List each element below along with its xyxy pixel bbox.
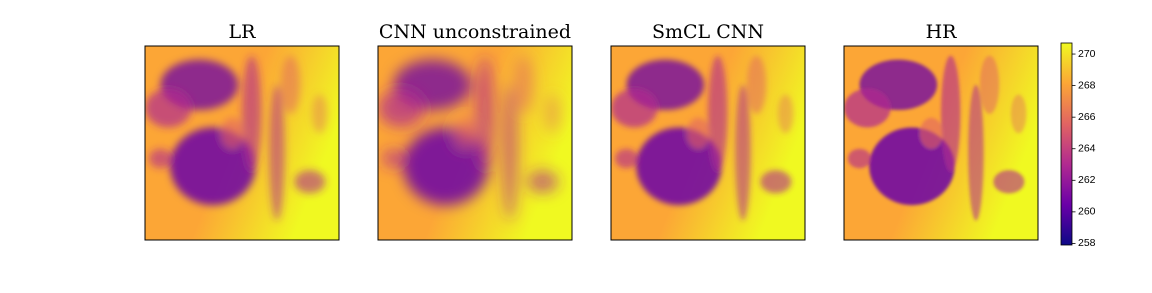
heatmap-region: [968, 84, 984, 221]
heatmap-region: [269, 84, 285, 221]
heatmap-region: [475, 55, 495, 173]
heatmap-region: [381, 148, 406, 169]
heatmap-panel: [844, 46, 1038, 240]
colorbar-tick-label: 270: [1078, 48, 1096, 60]
heatmap-region: [513, 55, 534, 114]
panel-title: LR: [229, 21, 257, 43]
colorbar-tick-label: 266: [1078, 111, 1096, 123]
heatmap-region: [453, 117, 477, 149]
panel-title: SmCL CNN: [652, 21, 764, 43]
panel-frame: [843, 45, 1039, 241]
heatmap-region: [502, 84, 518, 221]
colorbar-tick-label: 258: [1078, 237, 1096, 249]
heatmap-region: [148, 148, 173, 169]
heatmap-region: [735, 84, 751, 221]
heatmap-region: [844, 88, 891, 128]
panel-frame: [144, 45, 340, 241]
colorbar: [1060, 42, 1073, 246]
heatmap-region: [242, 55, 262, 173]
panel-frame: [377, 45, 573, 241]
heatmap-field: [378, 55, 561, 221]
heatmap-region: [760, 170, 792, 194]
heatmap-region: [611, 88, 658, 128]
heatmap-region: [378, 88, 425, 128]
panel-title: HR: [926, 21, 958, 43]
colorbar-tick-label: 268: [1078, 79, 1096, 91]
heatmap-field: [611, 55, 794, 221]
panel-frame: [610, 45, 806, 241]
heatmap-region: [145, 88, 192, 128]
panel-title: CNN unconstrained: [379, 21, 571, 43]
heatmap-region: [527, 170, 559, 194]
heatmap-region: [746, 55, 767, 114]
heatmap-region: [993, 170, 1025, 194]
heatmap-region: [919, 117, 943, 149]
heatmap-region: [941, 55, 961, 173]
heatmap-region: [847, 148, 872, 169]
heatmap-region: [544, 94, 561, 134]
colorbar-tick-label: 260: [1078, 206, 1096, 218]
heatmap-field: [145, 55, 328, 221]
heatmap-region: [311, 94, 328, 134]
heatmap-panel: [611, 46, 805, 240]
heatmap-region: [979, 55, 1000, 114]
heatmap-region: [220, 117, 244, 149]
heatmap-region: [280, 55, 301, 114]
heatmap-region: [1010, 94, 1027, 134]
colorbar-tick-label: 264: [1078, 143, 1096, 155]
heatmap-panel: [378, 46, 572, 240]
heatmap-region: [614, 148, 639, 169]
heatmap-region: [686, 117, 710, 149]
heatmap-panel: [145, 46, 339, 240]
heatmap-field: [844, 55, 1027, 221]
heatmap-region: [708, 55, 728, 173]
colorbar-tick-label: 262: [1078, 174, 1096, 186]
heatmap-region: [777, 94, 794, 134]
heatmap-region: [294, 170, 326, 194]
